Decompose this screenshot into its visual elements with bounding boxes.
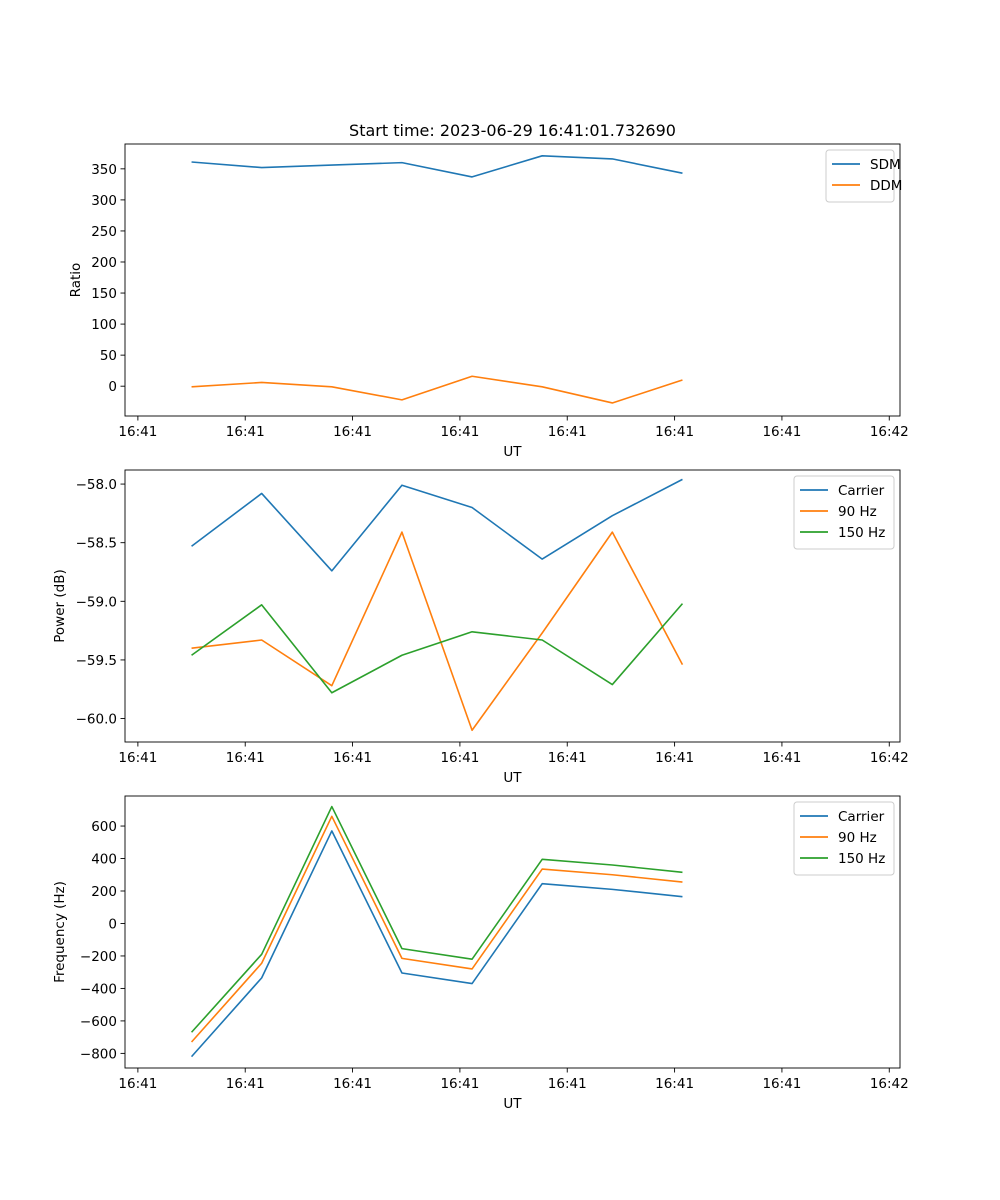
- x-tick-label: 16:42: [870, 750, 909, 766]
- legend-label: 90 Hz: [838, 504, 877, 520]
- legend-label: 150 Hz: [838, 851, 885, 867]
- series-line-carrier: [191, 478, 683, 572]
- axes-frame: [124, 143, 901, 417]
- x-axis: 16:41 16:41 16:41 16:41 16:41 16:41 16:41 16:42: [118, 1068, 909, 1092]
- legend: SDM DDM: [825, 149, 902, 203]
- x-tick-label: 16:41: [226, 1076, 265, 1092]
- y-tick-label: −59.0: [76, 594, 117, 610]
- legend: Carrier 90 Hz 150 Hz: [793, 475, 895, 550]
- y-axis: −60.0 −59.5 −59.0 −58.5 −58.0: [76, 477, 125, 728]
- series-group: [191, 478, 684, 732]
- y-tick-label: 200: [91, 884, 117, 900]
- x-axis: 16:41 16:41 16:41 16:41 16:41 16:41 16:41 16:42: [118, 416, 909, 440]
- series-line-150-hz: [190, 805, 683, 1033]
- axes-frame: [124, 469, 901, 743]
- y-tick-label: 200: [91, 255, 117, 271]
- x-axis-label: UT: [503, 770, 522, 786]
- x-tick-label: 16:41: [333, 1076, 372, 1092]
- x-tick-label: 16:41: [548, 750, 587, 766]
- y-tick-label: 300: [91, 193, 117, 209]
- x-axis-label: UT: [503, 444, 522, 460]
- x-tick-label: 16:41: [548, 1076, 587, 1092]
- y-tick-label: 400: [91, 852, 117, 868]
- series-group: [190, 805, 683, 1058]
- x-axis-label: UT: [503, 1096, 522, 1112]
- x-tick-label: 16:41: [118, 1076, 157, 1092]
- y-tick-label: −58.0: [76, 477, 117, 493]
- series-group: [191, 155, 683, 404]
- chart-title: Start time: 2023-06-29 16:41:01.732690: [349, 121, 676, 140]
- series-line-90-hz: [191, 531, 684, 732]
- y-tick-label: −800: [80, 1046, 117, 1062]
- legend-label: Carrier: [838, 483, 885, 499]
- x-axis: 16:41 16:41 16:41 16:41 16:41 16:41 16:41 16:42: [118, 742, 909, 766]
- x-tick-label: 16:41: [440, 750, 479, 766]
- series-line-ddm: [191, 375, 683, 404]
- legend-label: DDM: [870, 178, 902, 194]
- x-tick-label: 16:41: [333, 424, 372, 440]
- y-tick-label: 150: [91, 286, 117, 302]
- chart-panel-2: 16:41 16:41 16:41 16:41 16:41 16:41 16:41 16:42…: [52, 469, 909, 786]
- x-tick-label: 16:41: [226, 424, 265, 440]
- y-tick-label: 350: [91, 162, 117, 178]
- series-line-90-hz: [190, 815, 683, 1043]
- series-line-150-hz: [191, 603, 684, 694]
- x-tick-label: 16:41: [440, 1076, 479, 1092]
- y-tick-label: −59.5: [76, 653, 117, 669]
- y-tick-label: −600: [80, 1014, 117, 1030]
- legend-label: Carrier: [838, 809, 885, 825]
- legend-label: 150 Hz: [838, 525, 885, 541]
- x-tick-label: 16:41: [333, 750, 372, 766]
- y-axis-label: Power (dB): [52, 569, 68, 642]
- y-tick-label: 50: [100, 348, 117, 364]
- x-tick-label: 16:41: [548, 424, 587, 440]
- chart-panel-3: 16:41 16:41 16:41 16:41 16:41 16:41 16:41 16:42…: [52, 795, 909, 1112]
- series-line-sdm: [191, 155, 683, 178]
- legend-box: [793, 801, 895, 876]
- y-axis: 0 50 100 150 200 250 300 350: [91, 162, 125, 395]
- x-tick-label: 16:41: [762, 424, 801, 440]
- x-tick-label: 16:41: [118, 750, 157, 766]
- x-tick-label: 16:42: [870, 1076, 909, 1092]
- y-tick-label: 250: [91, 224, 117, 240]
- x-tick-label: 16:41: [655, 1076, 694, 1092]
- y-tick-label: 100: [91, 317, 117, 333]
- x-tick-label: 16:41: [655, 424, 694, 440]
- y-tick-label: 0: [108, 916, 117, 932]
- y-tick-label: 0: [108, 379, 117, 395]
- chart-panel-1: Start time: 2023-06-29 16:41:01.732690 16…: [68, 121, 909, 460]
- y-tick-label: −400: [80, 981, 117, 997]
- y-tick-label: −60.0: [76, 712, 117, 728]
- y-tick-label: −58.5: [76, 536, 117, 552]
- legend-box: [793, 475, 895, 550]
- series-line-carrier: [190, 830, 683, 1058]
- x-tick-label: 16:41: [226, 750, 265, 766]
- x-tick-label: 16:41: [762, 750, 801, 766]
- legend-label: SDM: [870, 157, 901, 173]
- x-tick-label: 16:41: [762, 1076, 801, 1092]
- x-tick-label: 16:42: [870, 424, 909, 440]
- legend-label: 90 Hz: [838, 830, 877, 846]
- y-axis: −800 −600 −400 −200 0 200 400 600: [80, 819, 125, 1062]
- y-tick-label: −200: [80, 949, 117, 965]
- x-tick-label: 16:41: [118, 424, 157, 440]
- x-tick-label: 16:41: [440, 424, 479, 440]
- axes-frame: [124, 795, 901, 1069]
- y-axis-label: Frequency (Hz): [52, 881, 68, 983]
- y-axis-label: Ratio: [68, 263, 84, 298]
- legend-box: [825, 149, 895, 203]
- legend: Carrier 90 Hz 150 Hz: [793, 801, 895, 876]
- y-tick-label: 600: [91, 819, 117, 835]
- x-tick-label: 16:41: [655, 750, 694, 766]
